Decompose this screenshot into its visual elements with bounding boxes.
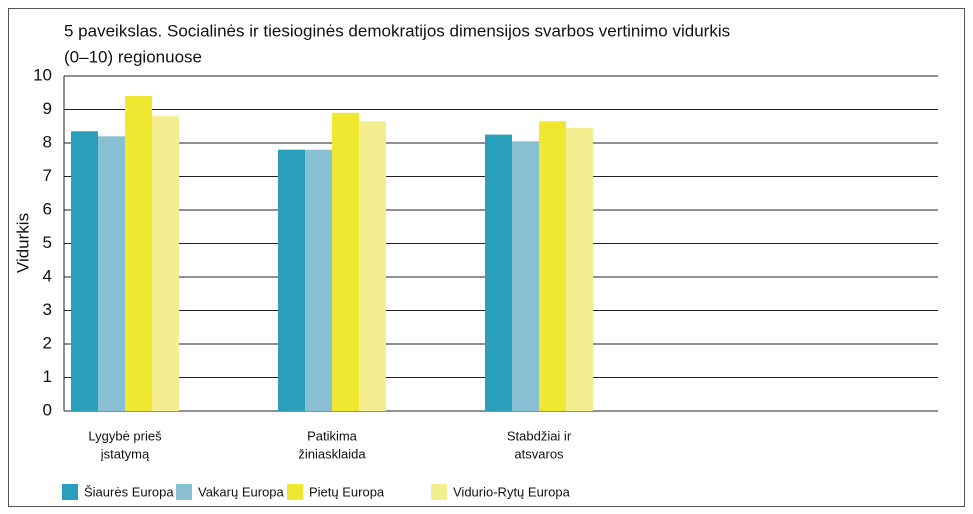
y-tick-label: 0: [43, 400, 52, 419]
y-tick-label: 7: [43, 166, 52, 185]
legend-swatch: [287, 484, 303, 500]
legend-label: Vidurio-Rytų Europa: [453, 484, 571, 499]
chart-title: 5 paveikslas. Socialinės ir tiesioginės …: [64, 21, 730, 40]
y-tick-label: 4: [43, 266, 52, 285]
bar: [278, 149, 305, 411]
y-tick-label: 1: [43, 367, 52, 386]
x-tick-label: Lygybė prieš: [88, 428, 162, 443]
bar: [332, 112, 359, 411]
y-tick-label: 9: [43, 99, 52, 118]
x-tick-label: Patikima: [307, 428, 358, 443]
x-tick-label: Stabdžiai ir: [507, 428, 572, 443]
y-tick-label: 5: [43, 233, 52, 252]
bar: [359, 121, 386, 411]
bar: [539, 121, 566, 411]
y-tick-label: 2: [43, 333, 52, 352]
legend-swatch: [62, 484, 78, 500]
legend-swatch: [176, 484, 192, 500]
bar: [152, 116, 179, 411]
x-tick-label: įstatymą: [101, 446, 150, 461]
legend-label: Šiaurės Europa: [84, 484, 174, 499]
legend-label: Pietų Europa: [309, 484, 385, 499]
chart-title: (0–10) regionuose: [64, 47, 202, 66]
bar: [566, 127, 593, 412]
bar: [485, 134, 512, 411]
y-tick-label: 10: [33, 65, 52, 84]
bar: [125, 96, 152, 411]
y-tick-label: 3: [43, 300, 52, 319]
bar: [305, 149, 332, 411]
y-axis-label: Vidurkis: [13, 213, 32, 273]
y-tick-label: 6: [43, 199, 52, 218]
bar: [98, 136, 125, 412]
x-tick-label: žiniasklaida: [298, 446, 366, 461]
frame: [8, 8, 965, 507]
y-tick-label: 8: [43, 132, 52, 151]
legend-label: Vakarų Europa: [198, 484, 285, 499]
x-tick-label: atsvaros: [514, 446, 564, 461]
bar: [512, 141, 539, 411]
legend-swatch: [431, 484, 447, 500]
bar: [71, 131, 98, 411]
